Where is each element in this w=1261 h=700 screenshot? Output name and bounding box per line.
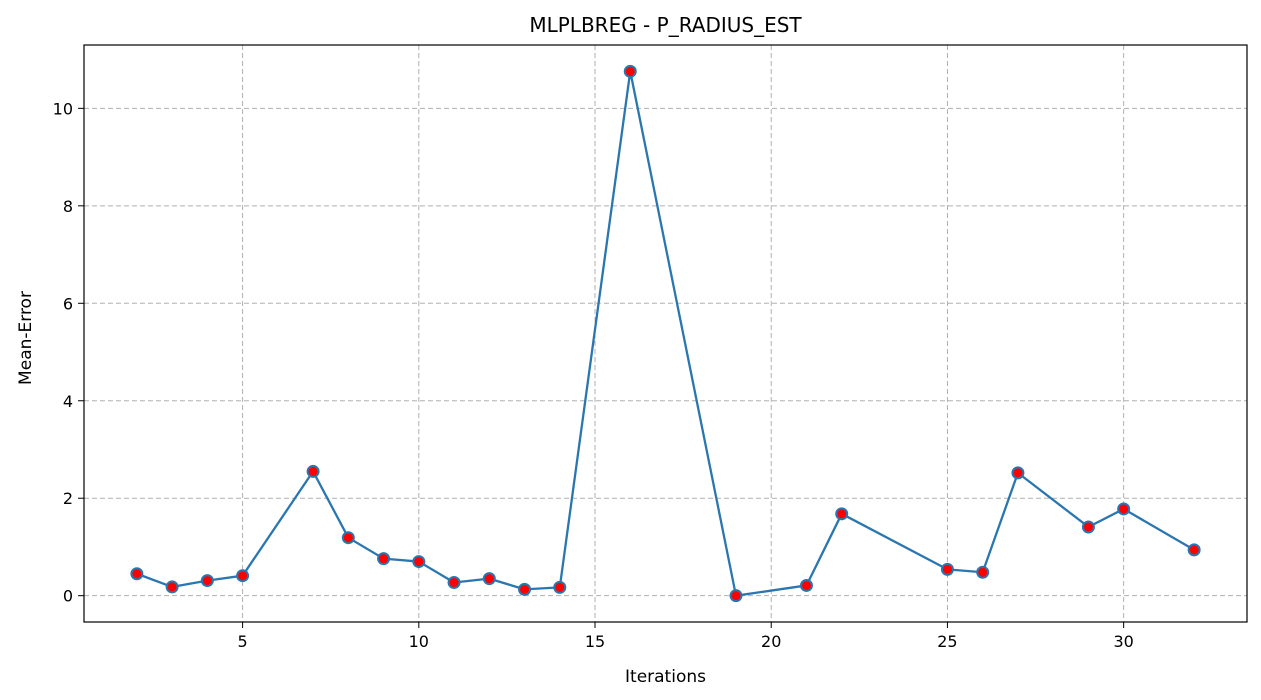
- data-point: [1187, 543, 1201, 557]
- data-point: [341, 531, 355, 545]
- data-point: [130, 567, 144, 581]
- data-point: [412, 555, 426, 569]
- data-point: [940, 562, 954, 576]
- data-point: [1117, 502, 1131, 516]
- y-tick-label: 4: [63, 392, 73, 411]
- x-tick-label: 20: [761, 632, 781, 651]
- x-tick-label: 10: [409, 632, 429, 651]
- x-tick-label: 5: [237, 632, 247, 651]
- plot-area-frame: [83, 44, 1248, 623]
- x-tick-label: 15: [585, 632, 605, 651]
- y-tick-label: 2: [63, 489, 73, 508]
- data-point: [482, 572, 496, 586]
- data-point: [729, 589, 743, 603]
- data-point: [976, 565, 990, 579]
- data-point: [200, 574, 214, 588]
- y-axis-ticks: 0 2 4 6 8 10: [53, 99, 84, 606]
- y-tick-label: 8: [63, 197, 73, 216]
- data-point: [306, 464, 320, 478]
- x-tick-label: 25: [937, 632, 957, 651]
- data-point: [1081, 520, 1095, 534]
- data-point: [518, 582, 532, 596]
- data-point: [236, 569, 250, 583]
- x-axis-label: Iterations: [625, 667, 706, 687]
- data-point: [447, 576, 461, 590]
- y-axis-label: Mean-Error: [16, 291, 36, 385]
- series-layer: [130, 64, 1201, 603]
- data-point: [553, 580, 567, 594]
- y-tick-label: 10: [53, 99, 73, 118]
- data-point: [799, 578, 813, 592]
- x-axis-ticks: 5 10 15 20 25 30: [237, 622, 1134, 651]
- x-tick-label: 30: [1113, 632, 1133, 651]
- y-tick-label: 6: [63, 294, 73, 313]
- data-point: [165, 580, 179, 594]
- chart-title: MLPLBREG - P_RADIUS_EST: [529, 13, 802, 37]
- series-line: [136, 70, 1195, 597]
- data-point: [623, 64, 637, 78]
- grid: [84, 45, 1247, 622]
- data-point: [1011, 466, 1025, 480]
- data-point: [377, 552, 391, 566]
- data-point: [835, 507, 849, 521]
- y-tick-label: 0: [63, 587, 73, 606]
